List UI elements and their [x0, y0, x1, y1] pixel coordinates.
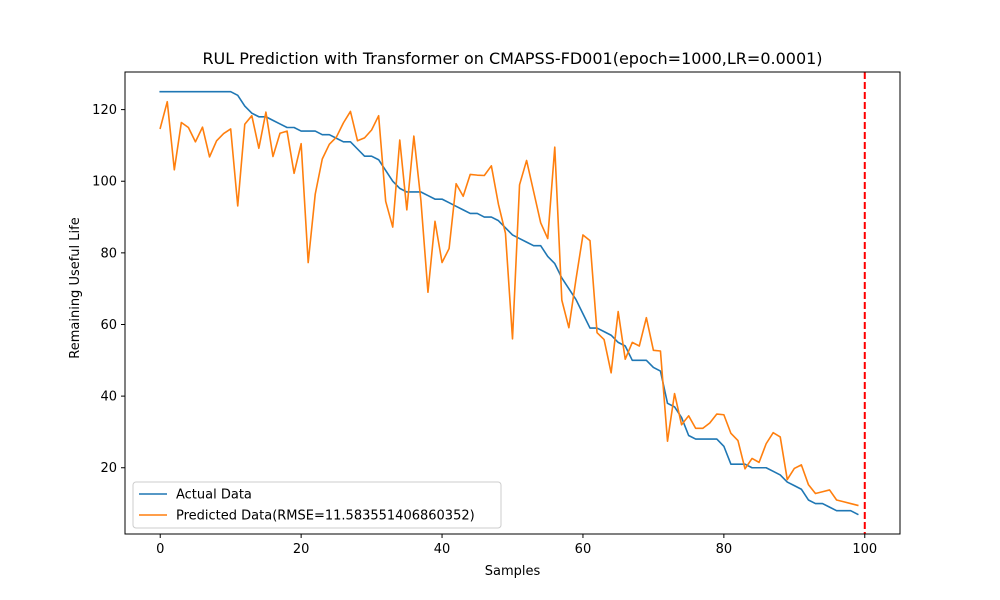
y-tick-label: 120 — [92, 103, 117, 118]
x-tick-label: 80 — [716, 542, 733, 557]
x-tick-label: 100 — [852, 542, 877, 557]
x-tick-label: 0 — [156, 542, 164, 557]
y-tick-label: 80 — [100, 246, 117, 261]
legend-box — [132, 481, 502, 529]
x-tick-label: 40 — [434, 542, 451, 557]
y-tick-label: 60 — [100, 318, 117, 333]
series-line-actual — [159, 90, 859, 516]
x-tick-label: 20 — [293, 542, 310, 557]
plot-area: 0 20 40 60 80 100 20 40 60 80 100 120 Actual Data Pre… — [92, 71, 901, 557]
legend-label: Predicted Data(RMSE=11.583551406860352) — [176, 509, 475, 524]
series-group — [159, 72, 866, 534]
axes-frame — [124, 71, 901, 535]
legend-label: Actual Data — [176, 488, 252, 503]
y-tick-label: 40 — [100, 390, 117, 405]
legend: Actual Data Predicted Data(RMSE=11.583551… — [132, 481, 502, 529]
x-axis-label: Samples — [485, 564, 541, 579]
x-tick-label: 60 — [575, 542, 592, 557]
y-tick-label: 100 — [92, 175, 117, 190]
chart-title: RUL Prediction with Transformer on CMAPS… — [202, 49, 822, 68]
y-tick-label: 20 — [100, 461, 117, 476]
series-line-predicted — [159, 100, 859, 507]
y-axis-label: Remaining Useful Life — [68, 217, 83, 358]
